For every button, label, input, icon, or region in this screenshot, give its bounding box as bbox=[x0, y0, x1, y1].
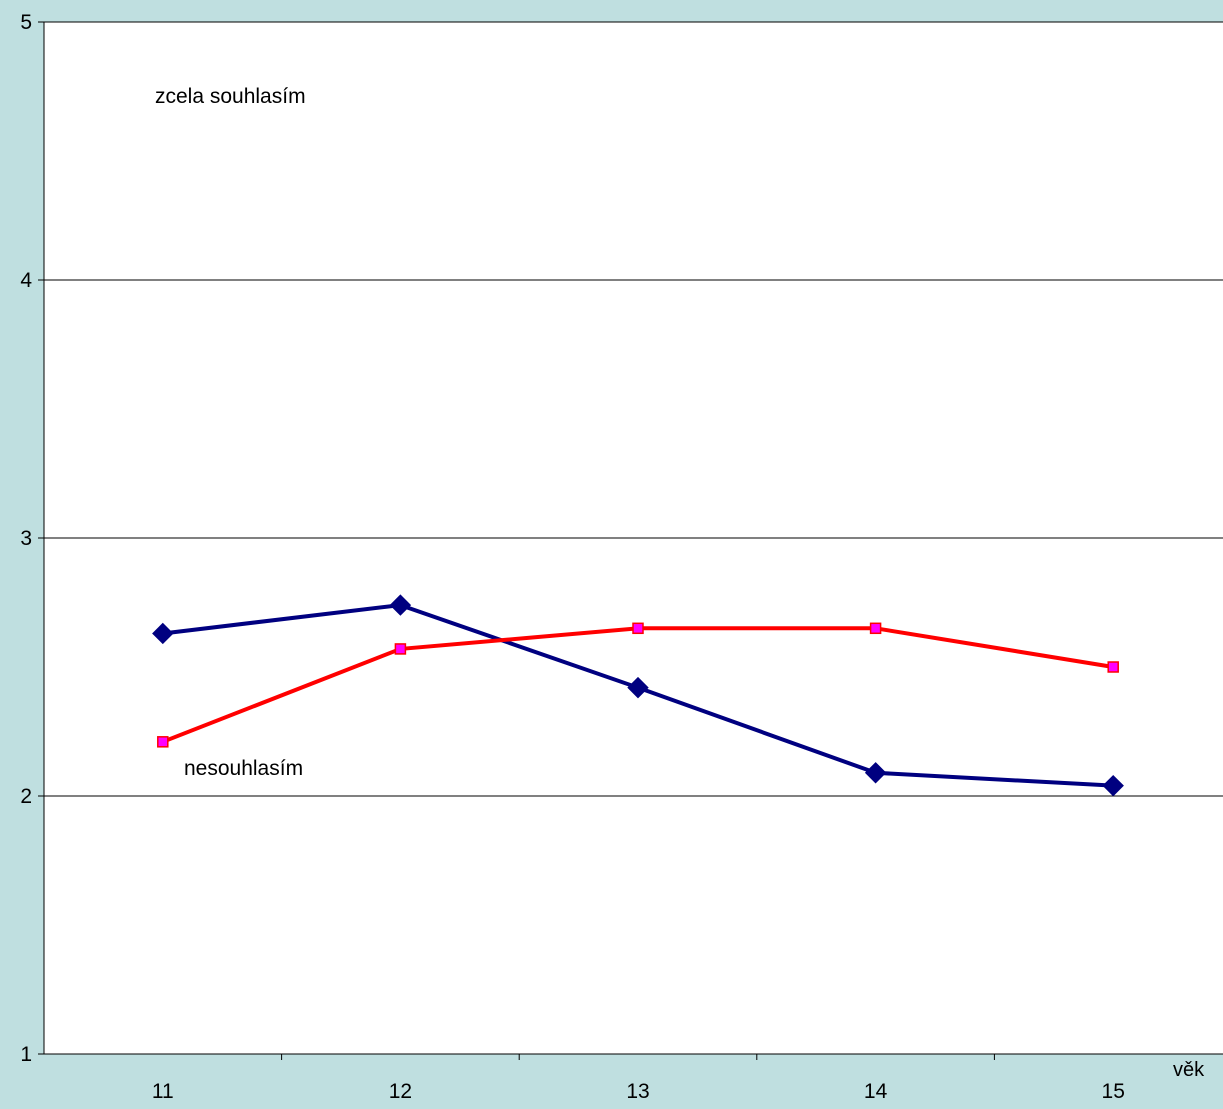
axes bbox=[38, 21, 1223, 1060]
gridlines bbox=[44, 21, 1223, 797]
series-2-point bbox=[394, 643, 407, 655]
series-1-point bbox=[864, 762, 887, 784]
series-1-point bbox=[627, 676, 649, 699]
series-2-point bbox=[869, 622, 882, 635]
x-tick-label: 13 bbox=[626, 1080, 649, 1103]
x-axis-label: věk bbox=[1173, 1059, 1205, 1081]
x-tick-label: 12 bbox=[389, 1080, 412, 1103]
annotation-bottom: nesouhlasím bbox=[184, 757, 303, 780]
y-tick-label: 2 bbox=[20, 785, 32, 808]
series-1-point bbox=[1102, 774, 1124, 797]
annotation-top: zcela souhlasím bbox=[155, 85, 306, 108]
y-tick-label: 1 bbox=[20, 1043, 32, 1066]
series-1-point bbox=[152, 622, 174, 645]
series-2-point bbox=[1107, 661, 1119, 673]
series-2-point bbox=[632, 622, 644, 635]
x-tick-label: 14 bbox=[864, 1080, 888, 1103]
series-markers bbox=[152, 594, 1124, 797]
series-2-point bbox=[157, 736, 169, 748]
y-tick-label: 3 bbox=[20, 527, 32, 550]
series-1-point bbox=[389, 594, 412, 616]
y-tick-label: 5 bbox=[20, 11, 32, 34]
y-tick-label: 4 bbox=[20, 269, 32, 292]
x-tick-label: 15 bbox=[1102, 1080, 1125, 1103]
x-tick-label: 11 bbox=[152, 1080, 174, 1103]
